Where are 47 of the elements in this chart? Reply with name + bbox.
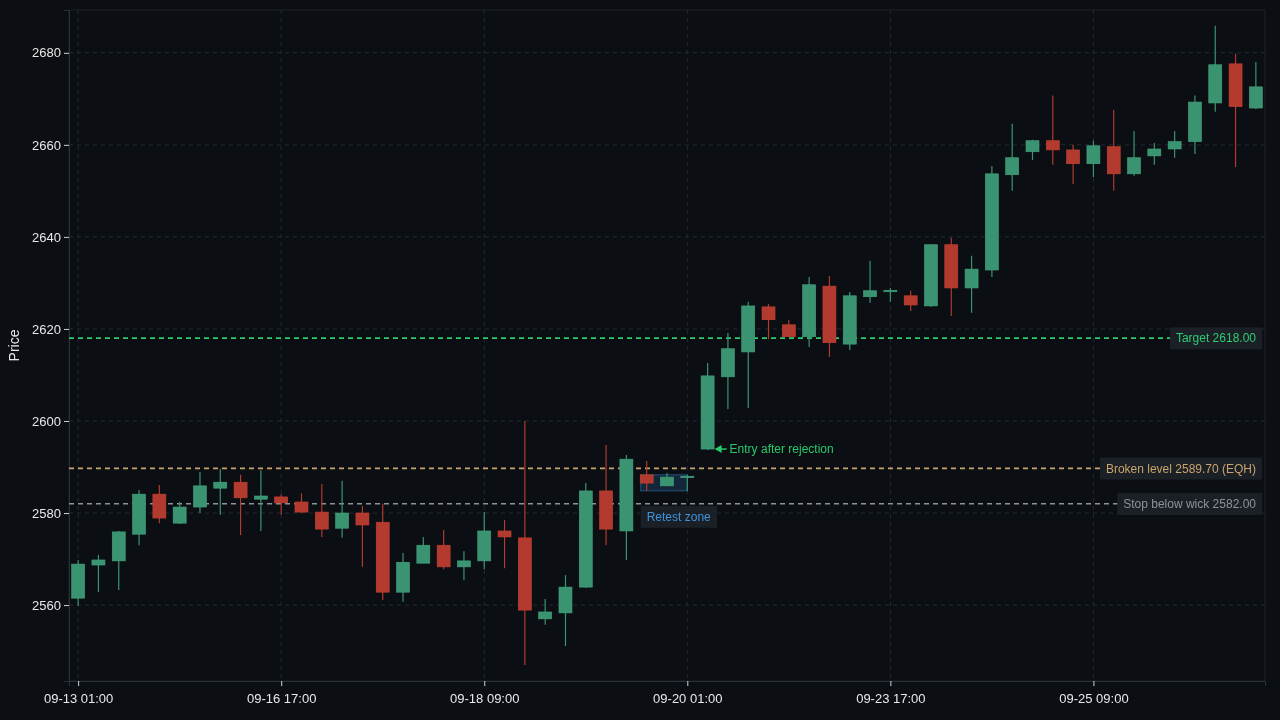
x-tick-label: 09-13 01:00	[43, 691, 114, 707]
x-tick-label: 09-18 09:00	[450, 691, 520, 707]
candlestick	[416, 536, 431, 564]
y-tick-label: 2640	[32, 229, 61, 245]
candlestick	[1046, 95, 1060, 166]
candlestick	[761, 303, 776, 340]
candlestick	[497, 519, 512, 569]
candlestick	[335, 480, 349, 539]
candlestick	[1167, 130, 1182, 159]
candlestick	[538, 598, 552, 626]
y-tick-label: 2620	[32, 321, 61, 337]
candlestick	[903, 290, 918, 312]
candlestick	[639, 460, 654, 492]
candlestick	[1005, 123, 1019, 192]
ref-line-label: Stop below wick 2582.00	[1123, 497, 1257, 512]
candlestick	[355, 505, 370, 568]
candlestick	[1147, 142, 1162, 166]
candlestick	[1066, 144, 1080, 185]
candlestick	[1249, 61, 1263, 110]
annotation: Entry after rejection	[729, 442, 834, 457]
candlestick	[1086, 140, 1101, 178]
candlestick	[233, 474, 248, 536]
candlestick	[1127, 130, 1141, 177]
candlestick	[964, 255, 979, 314]
candlestick	[863, 260, 877, 304]
x-tick-label: 09-23 17:00	[856, 691, 926, 707]
y-tick-label: 2580	[32, 505, 61, 521]
annotation: Retest zone	[646, 509, 712, 524]
candlestick	[193, 471, 207, 514]
candlestick	[436, 529, 451, 570]
x-tick-label: 09-16 17:00	[246, 691, 317, 707]
candlestick	[254, 469, 268, 532]
x-tick-label: 09-20 01:00	[653, 691, 723, 707]
y-tick-label: 2680	[32, 45, 61, 61]
candlestick	[457, 550, 471, 581]
y-tick-label: 2560	[32, 597, 61, 613]
candlestick	[91, 554, 106, 593]
candlestick	[274, 493, 288, 516]
candlestick	[213, 468, 228, 516]
y-tick-label: 2600	[32, 413, 61, 429]
candlestick	[152, 484, 167, 524]
y-axis-title: Price	[6, 329, 22, 362]
ref-line-label: Target 2618.00	[1175, 331, 1257, 346]
candlestick	[315, 483, 329, 538]
y-tick-label: 2660	[32, 137, 61, 153]
ref-line-label: Broken level 2589.70 (EQH)	[1105, 461, 1256, 476]
x-tick-label: 09-25 09:00	[1059, 691, 1129, 707]
